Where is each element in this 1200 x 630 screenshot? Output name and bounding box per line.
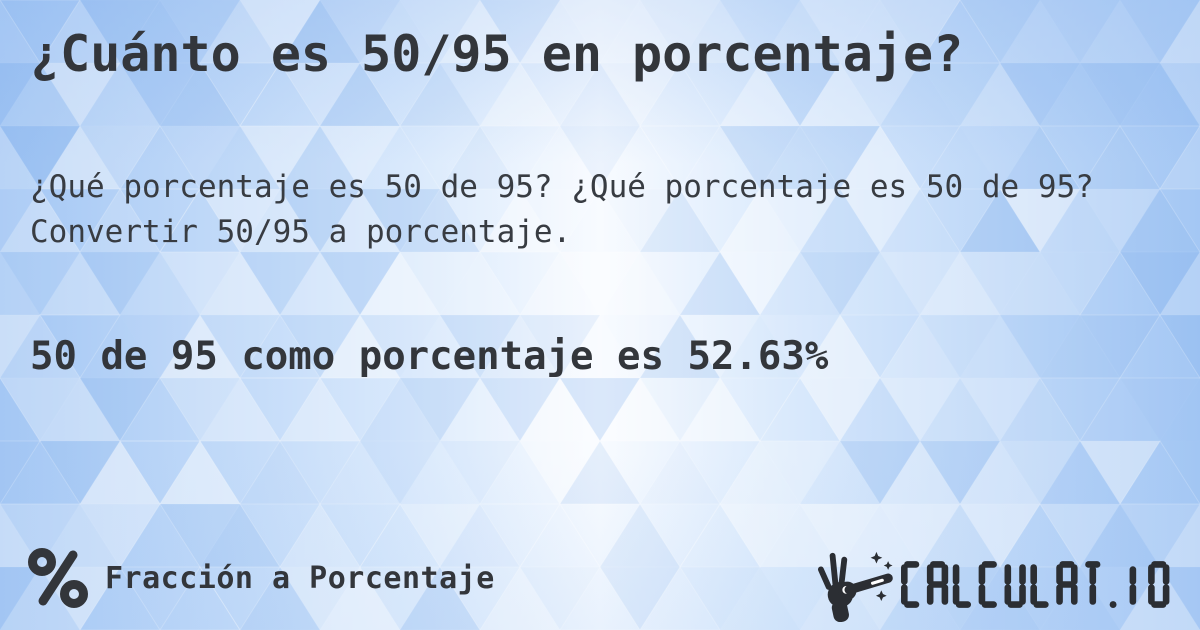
calculatio-wordmark [901, 560, 1170, 608]
magic-wand-hand-icon [817, 551, 893, 622]
category-label: Fracción a Porcentaje [105, 560, 495, 596]
category: Fracción a Porcentaje [26, 546, 495, 610]
page-title: ¿Cuánto es 50/95 en porcentaje? [30, 25, 964, 83]
answer-text: 50 de 95 como porcentaje es 52.63% [30, 334, 829, 379]
percent-icon [28, 548, 88, 608]
page-description: ¿Qué porcentaje es 50 de 95? ¿Qué porcen… [30, 169, 1094, 250]
calculatio-logo [814, 546, 1176, 622]
